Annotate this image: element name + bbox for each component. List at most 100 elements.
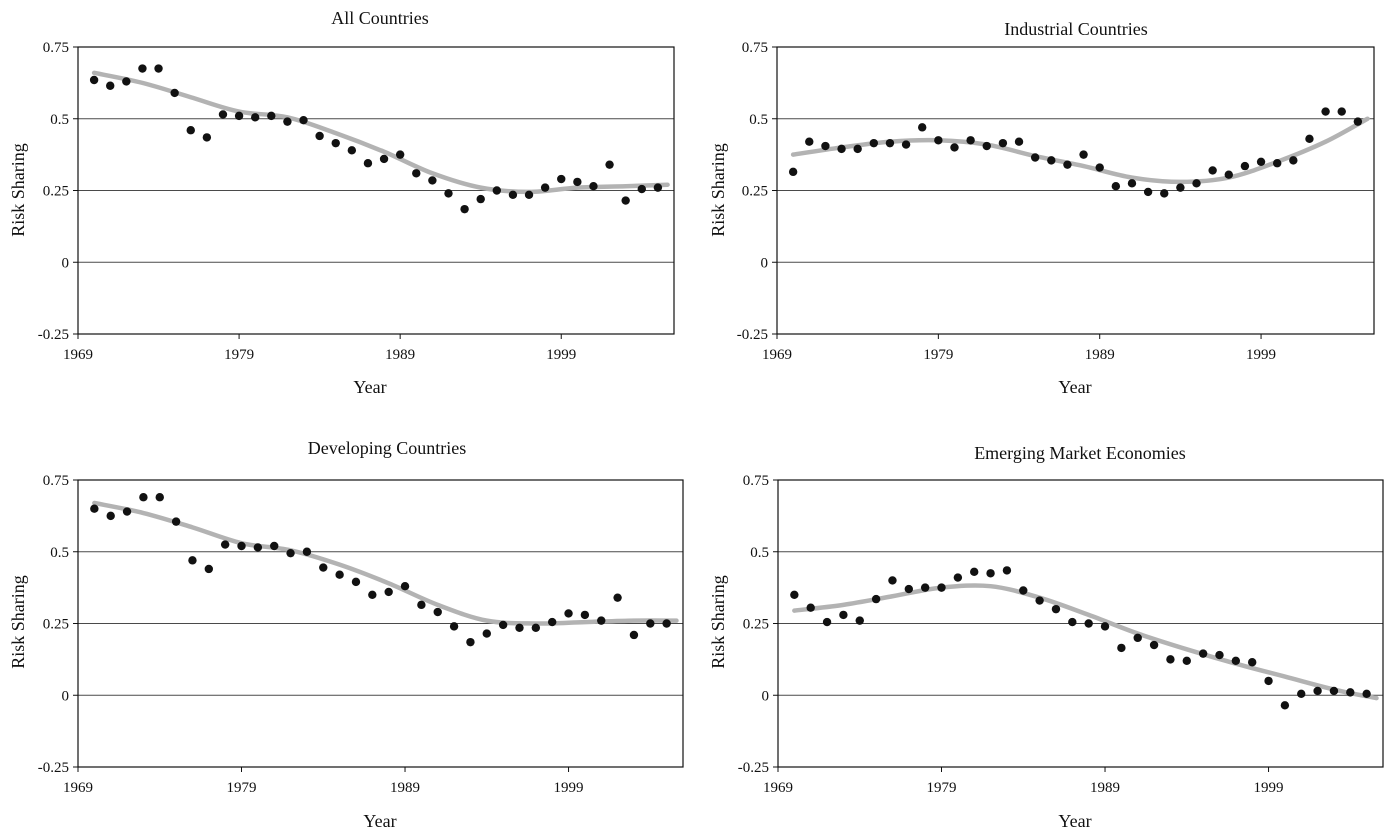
data-point [953,573,963,582]
data-point [1063,160,1072,169]
data-point [1353,117,1363,126]
y-axis-label: Risk Sharing [708,143,728,237]
data-point [1305,134,1314,144]
data-point [138,64,147,73]
y-axis-label: Risk Sharing [8,575,28,669]
x-tick-label: 1999 [1246,347,1276,363]
data-point [970,567,979,577]
data-point [1240,161,1250,171]
x-tick-label: 1979 [224,347,254,363]
x-axis-label: Year [1058,811,1091,831]
data-point [1014,137,1024,146]
data-point [218,110,228,119]
data-point [901,140,911,149]
data-point [1208,166,1217,175]
y-tick-label: 0.5 [750,545,769,561]
y-tick-label: -0.25 [737,327,768,343]
y-tick-label: 0.75 [743,473,769,489]
data-point [384,587,393,597]
data-point [155,493,164,502]
data-point [286,548,295,558]
data-point [122,77,131,86]
data-point [1047,156,1056,165]
data-point [400,581,410,591]
data-point [1030,153,1040,162]
data-point [1111,181,1121,191]
x-tick-label: 1999 [546,347,576,363]
data-point [299,115,308,125]
data-point [855,616,864,625]
data-point [1337,107,1346,116]
data-point [885,138,895,148]
data-point [449,622,459,631]
data-point [597,616,606,625]
data-point [1160,189,1169,198]
data-point [653,183,663,192]
x-tick-label: 1969 [63,347,93,363]
panel-developing-countries: Developing Countries Year Risk Sharing -… [8,438,684,831]
data-point [347,146,357,155]
data-point [1051,604,1061,614]
y-tick-label: 0.5 [749,112,768,128]
data-point [302,547,312,556]
x-tick-label: 1999 [554,780,584,796]
y-tick-label: -0.25 [38,327,69,343]
y-tick-label: 0.75 [742,40,768,56]
data-point [412,169,421,178]
data-point [822,617,832,627]
data-point [1019,586,1028,595]
data-point [540,183,550,192]
x-tick-label: 1979 [923,347,953,363]
data-point [580,610,590,620]
panel-all-countries: All Countries Year Risk Sharing -0.25 0 0.… [8,8,675,397]
x-axis-label: Year [353,377,386,397]
data-point [363,159,373,168]
y-tick-label: 0.25 [743,617,769,633]
trend-line [790,116,1370,185]
data-point [498,620,508,630]
y-tick-label: 0.5 [50,545,69,561]
x-tick-label: 1969 [63,780,93,796]
data-point [90,504,99,513]
data-point [460,204,469,214]
data-point [613,593,622,602]
data-point [1068,617,1077,627]
data-point [188,556,197,565]
data-point [466,637,475,647]
y-tick-label: 0.25 [43,184,69,200]
trend-line [792,583,1379,701]
x-tick-label: 1989 [385,347,415,363]
data-point [351,577,361,587]
data-point [605,160,614,169]
x-tick-label: 1989 [1085,347,1115,363]
data-point [1289,156,1298,165]
data-point [1176,183,1185,192]
data-point [482,629,491,638]
x-tick-label: 1999 [1254,780,1284,796]
data-point [621,196,630,205]
panel-title: All Countries [331,8,429,28]
data-point [106,81,115,90]
data-point [1100,622,1110,631]
data-point [1321,107,1330,116]
data-point [934,136,943,145]
data-point [1231,656,1241,666]
data-point [1280,701,1290,710]
data-point [1224,170,1233,179]
data-point [662,619,671,628]
data-point [869,138,879,148]
data-point [250,113,260,122]
data-point [319,563,328,572]
data-point [89,75,99,85]
y-tick-label: 0.75 [43,40,69,56]
y-tick-label: 0.25 [43,617,69,633]
data-point [253,543,263,552]
data-point [417,600,426,610]
data-point [788,167,798,177]
x-tick-label: 1989 [1090,780,1120,796]
panel-title: Industrial Countries [1004,19,1147,39]
y-axis-label: Risk Sharing [708,575,728,669]
data-point [1079,150,1088,159]
data-point [646,619,655,628]
